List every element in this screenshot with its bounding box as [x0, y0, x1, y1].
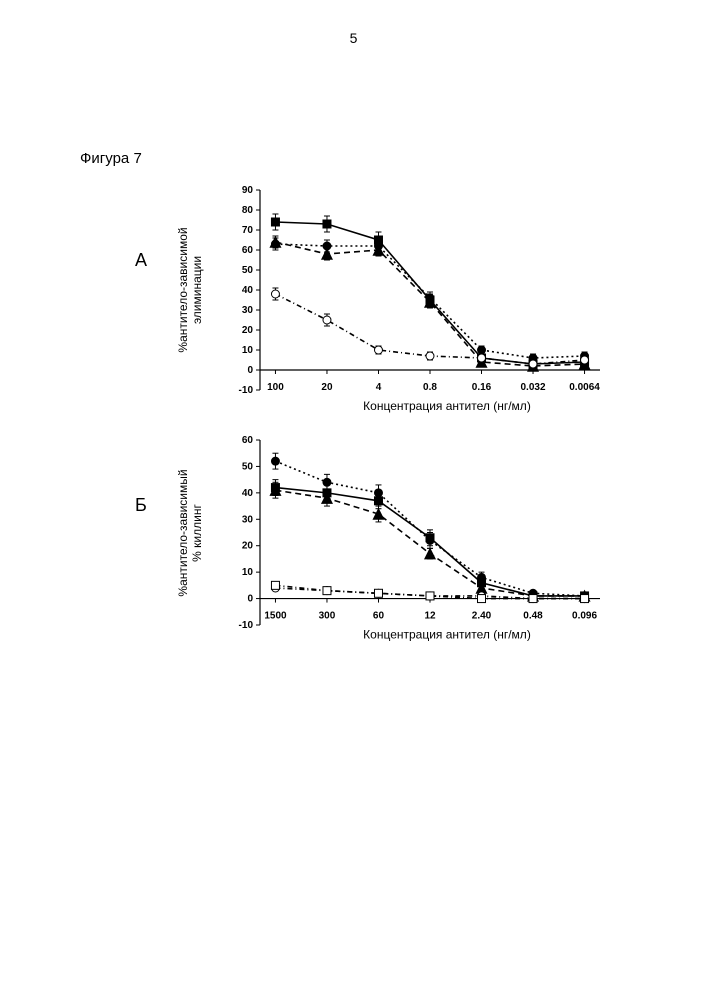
svg-text:50: 50: [242, 265, 254, 276]
svg-text:20: 20: [242, 325, 254, 336]
svg-text:-10: -10: [239, 620, 254, 631]
svg-text:0.032: 0.032: [521, 382, 546, 393]
svg-text:0.48: 0.48: [523, 611, 543, 622]
svg-text:30: 30: [242, 514, 254, 525]
svg-text:60: 60: [373, 611, 385, 622]
svg-text:0: 0: [247, 594, 253, 605]
panel-label-B: Б: [135, 495, 147, 516]
panel-label-A: A: [135, 250, 147, 271]
svg-text:20: 20: [242, 541, 254, 552]
figure-title: Фигура 7: [80, 150, 142, 167]
svg-text:1500: 1500: [264, 611, 287, 622]
svg-text:90: 90: [242, 185, 254, 196]
chart-panel-A: %антитело-зависимойэлиминации-1001020304…: [215, 180, 610, 440]
svg-text:12: 12: [424, 611, 436, 622]
svg-text:0.096: 0.096: [572, 611, 597, 622]
svg-text:100: 100: [267, 382, 284, 393]
svg-text:0.0064: 0.0064: [569, 382, 600, 393]
svg-text:Концентрация антител (нг/мл): Концентрация антител (нг/мл): [363, 399, 531, 413]
svg-text:Концентрация антител (нг/мл): Концентрация антител (нг/мл): [363, 628, 531, 642]
svg-text:40: 40: [242, 285, 254, 296]
svg-text:60: 60: [242, 245, 254, 256]
svg-text:50: 50: [242, 461, 254, 472]
svg-text:0: 0: [247, 365, 253, 376]
svg-text:0.8: 0.8: [423, 382, 437, 393]
svg-text:10: 10: [242, 567, 254, 578]
svg-text:80: 80: [242, 205, 254, 216]
chart-panel-B: %антитело-зависимый% киллинг-10010203040…: [215, 430, 610, 675]
svg-text:10: 10: [242, 345, 254, 356]
svg-text:60: 60: [242, 435, 254, 446]
svg-text:-10: -10: [239, 385, 254, 396]
svg-text:0.16: 0.16: [472, 382, 492, 393]
page-number: 5: [0, 30, 707, 46]
svg-text:300: 300: [319, 611, 336, 622]
svg-text:4: 4: [376, 382, 382, 393]
svg-text:2.40: 2.40: [472, 611, 492, 622]
svg-text:40: 40: [242, 488, 254, 499]
svg-text:70: 70: [242, 225, 254, 236]
svg-text:30: 30: [242, 305, 254, 316]
svg-text:20: 20: [321, 382, 333, 393]
